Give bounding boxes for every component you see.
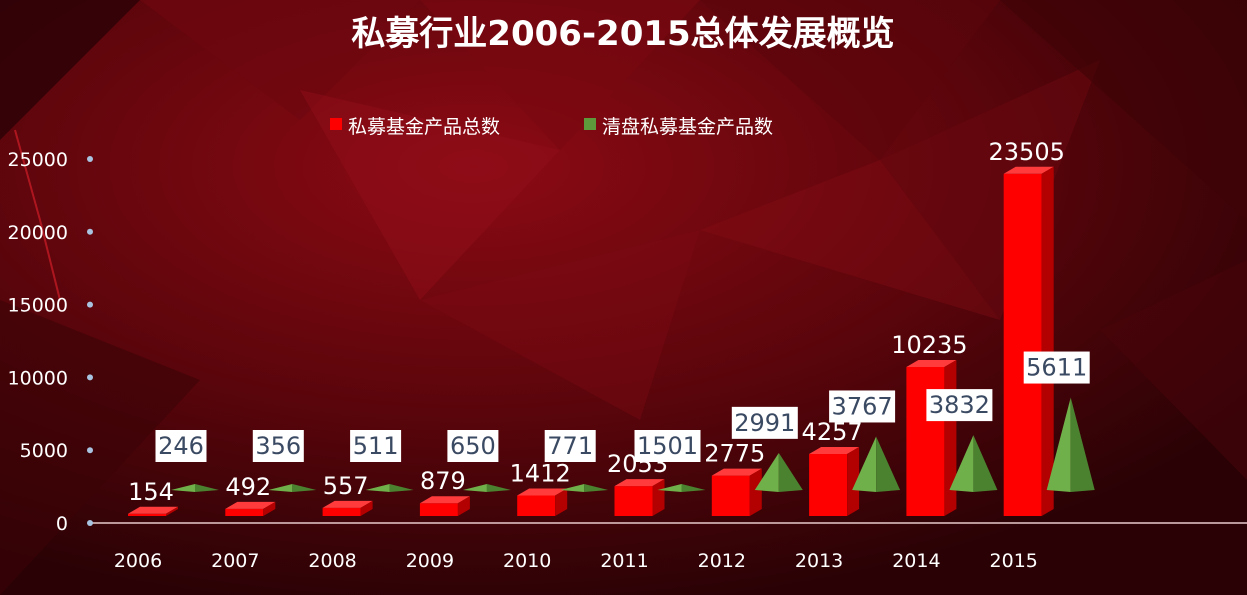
x-tick-label: 2008 — [308, 550, 356, 572]
data-label-liquidated: 2991 — [731, 406, 798, 439]
pyramid-liquidated — [949, 435, 998, 492]
pyramid-liquidated — [365, 484, 414, 492]
x-tick-label: 2007 — [211, 550, 259, 572]
bar-total — [906, 359, 957, 516]
data-label-total: 154 — [128, 478, 174, 506]
bar-total — [225, 501, 276, 516]
svg-text:3832: 3832 — [929, 391, 990, 419]
svg-text:1501: 1501 — [637, 432, 698, 460]
y-axis-marker — [87, 447, 93, 454]
pyramid-liquidated — [171, 484, 219, 492]
data-label-total: 4257 — [802, 418, 863, 446]
y-tick-label: 10000 — [8, 367, 68, 389]
legend-swatch-liquidated — [584, 118, 596, 130]
data-label-liquidated: 650 — [447, 430, 499, 462]
x-tick-label: 2012 — [698, 550, 746, 572]
svg-text:650: 650 — [450, 432, 496, 460]
axes: 0 5000 10000 15000 20000 25000 2006 2007 2008 200… — [8, 149, 1247, 572]
data-label-total: 10235 — [891, 331, 967, 359]
y-tick-label: 20000 — [8, 222, 68, 244]
bar-total — [614, 479, 665, 516]
y-tick-label: 5000 — [20, 440, 68, 462]
svg-text:356: 356 — [255, 432, 301, 460]
x-tick-label: 2015 — [990, 550, 1038, 572]
y-tick-label: 15000 — [8, 295, 68, 317]
pyramid-liquidated — [852, 436, 901, 492]
data-label-liquidated: 511 — [350, 430, 402, 462]
y-tick-label: 25000 — [8, 149, 68, 171]
svg-text:246: 246 — [158, 432, 204, 460]
x-tick-label: 2013 — [795, 550, 843, 572]
svg-text:5611: 5611 — [1026, 354, 1087, 382]
data-label-total: 23505 — [989, 138, 1065, 166]
data-label-total: 557 — [323, 472, 369, 500]
x-tick-label: 2011 — [600, 550, 648, 572]
data-label-liquidated: 356 — [252, 430, 304, 462]
svg-text:511: 511 — [353, 432, 399, 460]
data-label-liquidated: 3767 — [829, 390, 896, 423]
legend-swatch-total — [330, 118, 342, 130]
y-axis-marker — [87, 374, 93, 381]
pyramid-liquidated — [754, 452, 803, 492]
y-axis-marker — [87, 301, 93, 308]
data-label-liquidated: 246 — [155, 430, 207, 462]
data-label-liquidated: 1501 — [634, 430, 701, 462]
data-label-total: 2775 — [704, 440, 765, 468]
pyramid-liquidated — [268, 484, 317, 492]
y-axis-marker — [87, 156, 93, 162]
legend-label-total: 私募基金产品总数 — [348, 116, 500, 138]
data-label-liquidated: 3832 — [926, 389, 993, 422]
legend: 私募基金产品总数 清盘私募基金产品数 — [330, 116, 773, 138]
x-tick-label: 2009 — [406, 550, 454, 572]
bar-total — [128, 506, 178, 516]
data-label-total: 492 — [225, 473, 271, 501]
bar-total — [322, 500, 373, 516]
svg-text:771: 771 — [547, 432, 593, 460]
pyramid-liquidated — [657, 484, 706, 492]
bar-total — [419, 496, 470, 516]
legend-label-liquidated: 清盘私募基金产品数 — [602, 116, 773, 138]
svg-text:3767: 3767 — [832, 392, 893, 420]
bar-total — [1003, 166, 1054, 516]
data-label-total: 1412 — [510, 459, 571, 487]
pyramid-liquidated — [1046, 397, 1095, 492]
y-axis-marker — [87, 520, 93, 526]
bar-total — [809, 447, 860, 516]
pyramid-liquidated — [462, 484, 511, 492]
pyramid-liquidated — [560, 484, 609, 492]
x-tick-label: 2010 — [503, 550, 551, 572]
bar-total — [711, 468, 762, 516]
data-label-liquidated: 771 — [544, 430, 596, 462]
y-tick-label: 0 — [56, 513, 68, 535]
bar-total — [517, 488, 568, 516]
data-label-total: 879 — [420, 467, 466, 495]
svg-text:2991: 2991 — [734, 409, 795, 437]
x-tick-label: 2014 — [892, 550, 940, 572]
x-tick-label: 2006 — [114, 550, 162, 572]
chart-title: 私募行业2006-2015总体发展概览 — [351, 14, 894, 54]
data-label-liquidated: 5611 — [1023, 351, 1090, 384]
y-axis-marker — [87, 228, 93, 235]
